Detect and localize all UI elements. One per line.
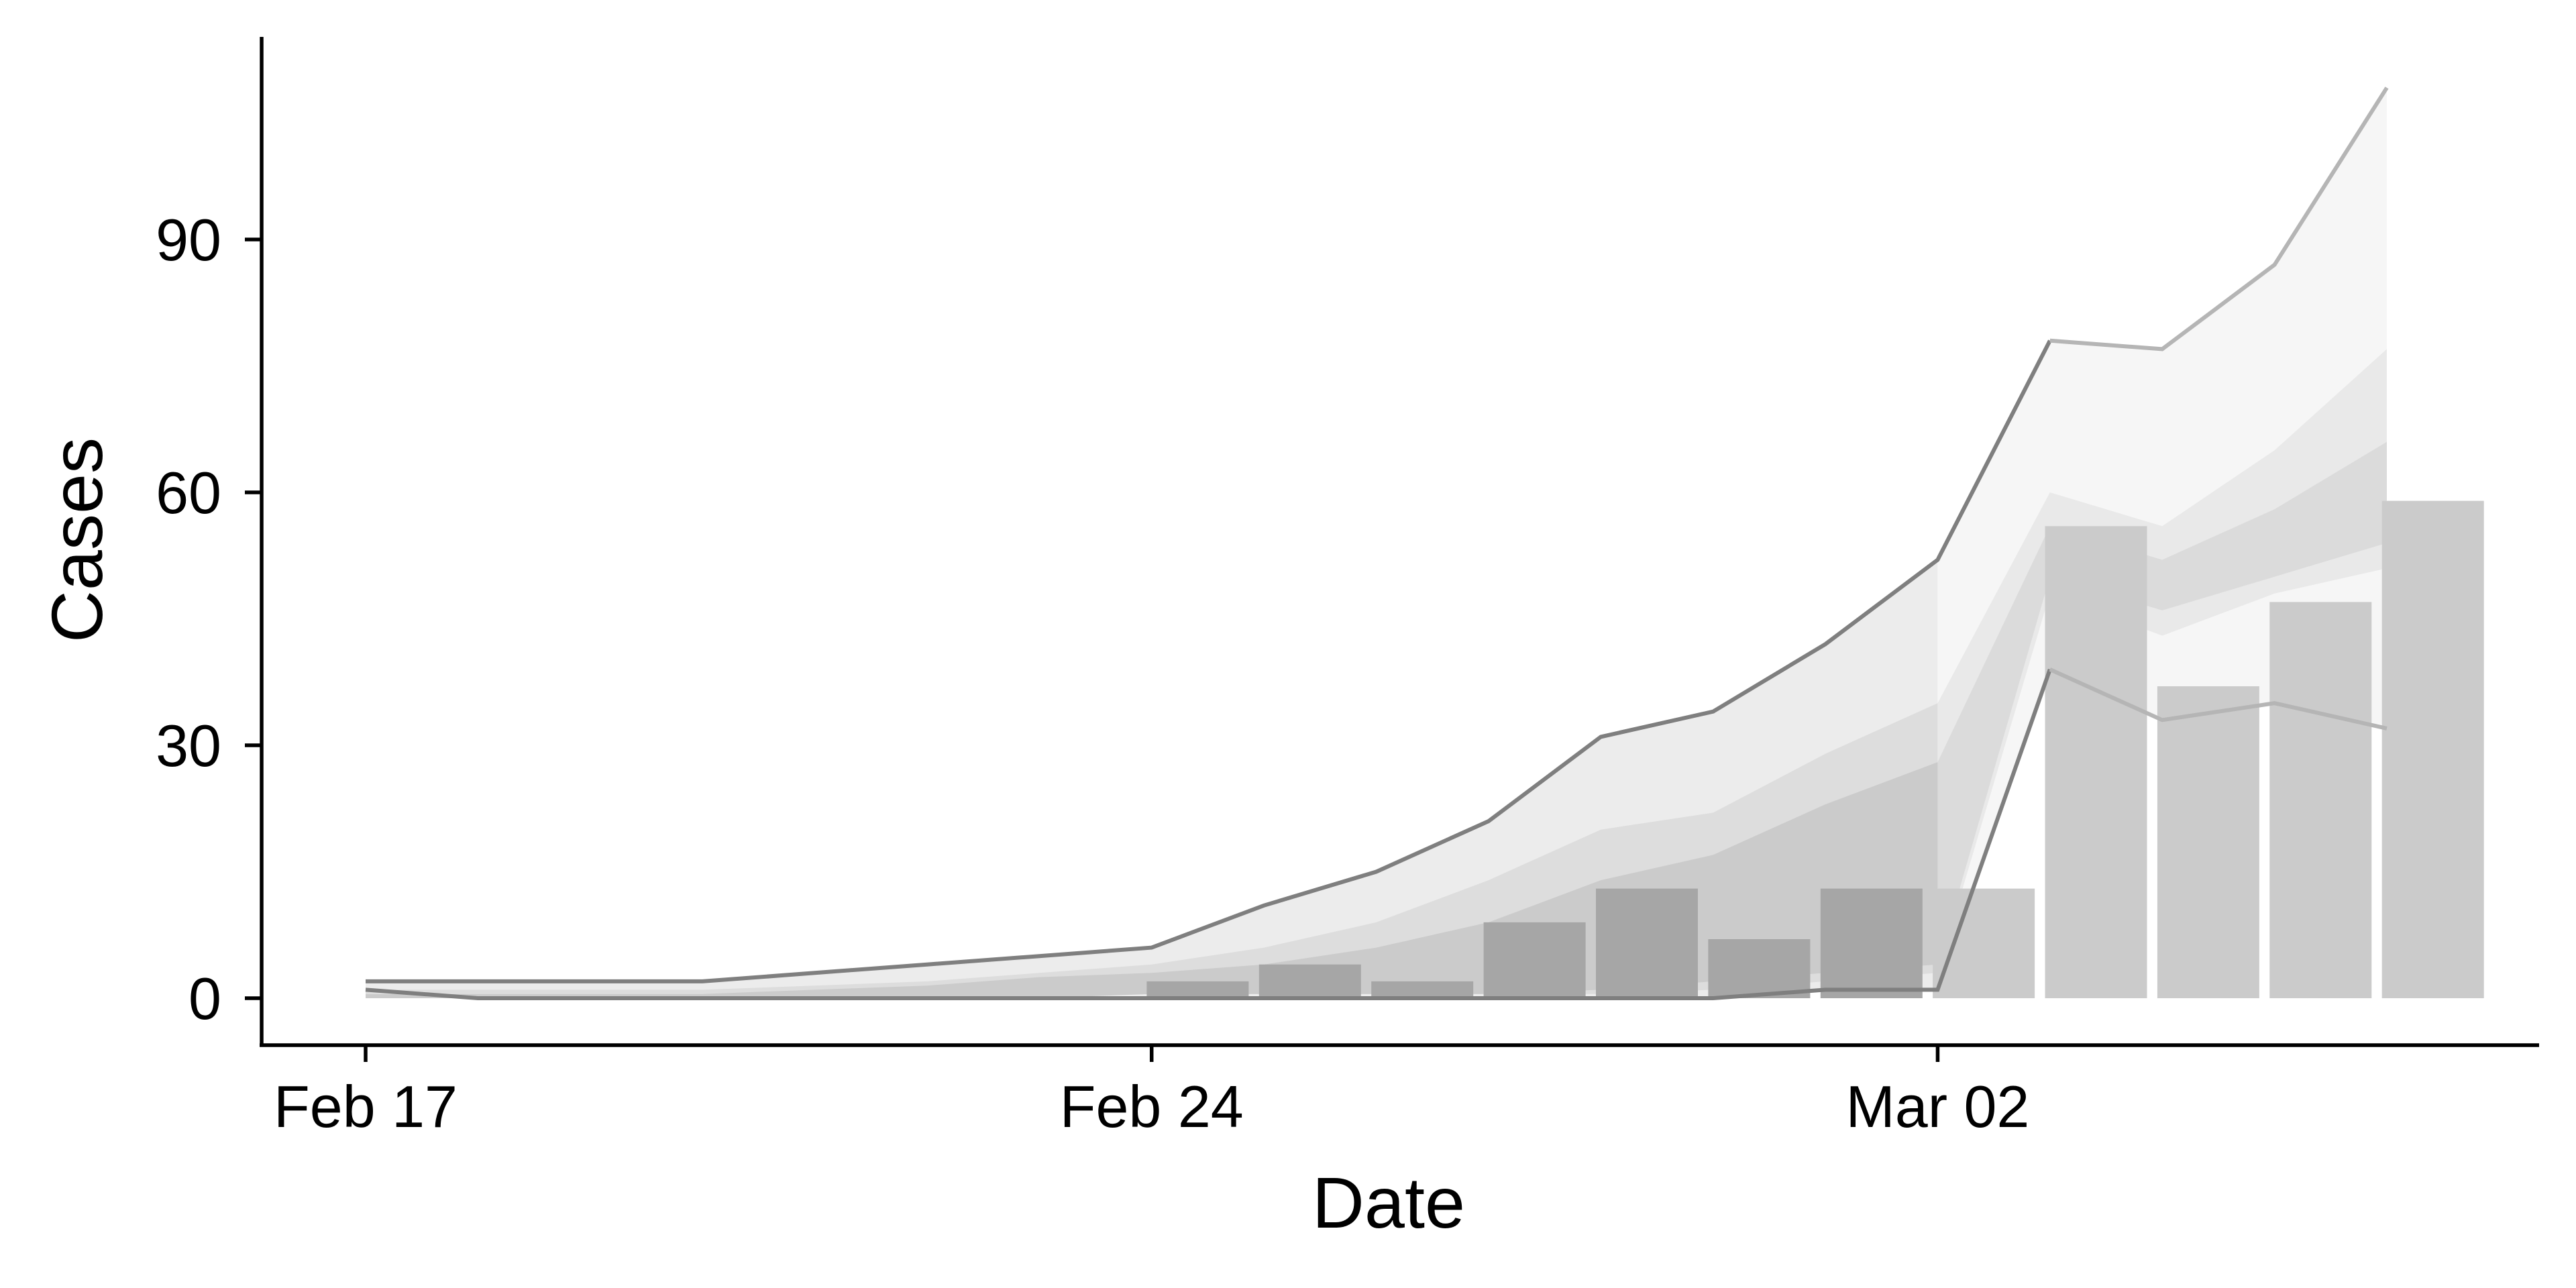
y-ticks: 0 30 60 90 xyxy=(156,207,262,1032)
case-bars xyxy=(1146,500,2484,998)
bar-day-9 xyxy=(1371,981,1474,998)
bar-day-10 xyxy=(1483,922,1586,998)
x-axis-title: Date xyxy=(1312,1162,1465,1243)
x-tick-label-7: Feb 24 xyxy=(1060,1073,1244,1140)
y-tick-label-60: 60 xyxy=(156,460,221,526)
bar-day-18 xyxy=(2381,500,2484,998)
y-axis-title: Cases xyxy=(36,437,117,643)
bar-day-15 xyxy=(2045,526,2147,998)
line-upper-recent xyxy=(2049,87,2389,352)
line-lower-recent xyxy=(2049,667,2387,731)
bar-day-11 xyxy=(1596,888,1698,998)
bar-day-14 xyxy=(1933,888,2035,998)
axes xyxy=(260,37,2539,1047)
x-ticks: Feb 17 Feb 24 Mar 02 xyxy=(274,1045,2029,1140)
y-tick-label-90: 90 xyxy=(156,207,221,273)
bar-day-13 xyxy=(1820,888,1923,998)
bar-day-8 xyxy=(1258,964,1361,998)
line-lower-past xyxy=(365,668,2052,1000)
y-tick-label-0: 0 xyxy=(189,965,221,1032)
bar-day-17 xyxy=(2269,602,2372,998)
bar-day-16 xyxy=(2157,686,2259,998)
line-upper-past xyxy=(366,339,2052,983)
band-mid-recent xyxy=(1937,349,2387,973)
interval-lines xyxy=(365,87,2389,1000)
bar-day-12 xyxy=(1708,939,1811,998)
x-tick-label-14: Mar 02 xyxy=(1845,1073,2029,1140)
bar-day-7 xyxy=(1146,981,1249,998)
x-tick-label-0: Feb 17 xyxy=(274,1073,458,1140)
y-tick-label-30: 30 xyxy=(156,712,221,779)
